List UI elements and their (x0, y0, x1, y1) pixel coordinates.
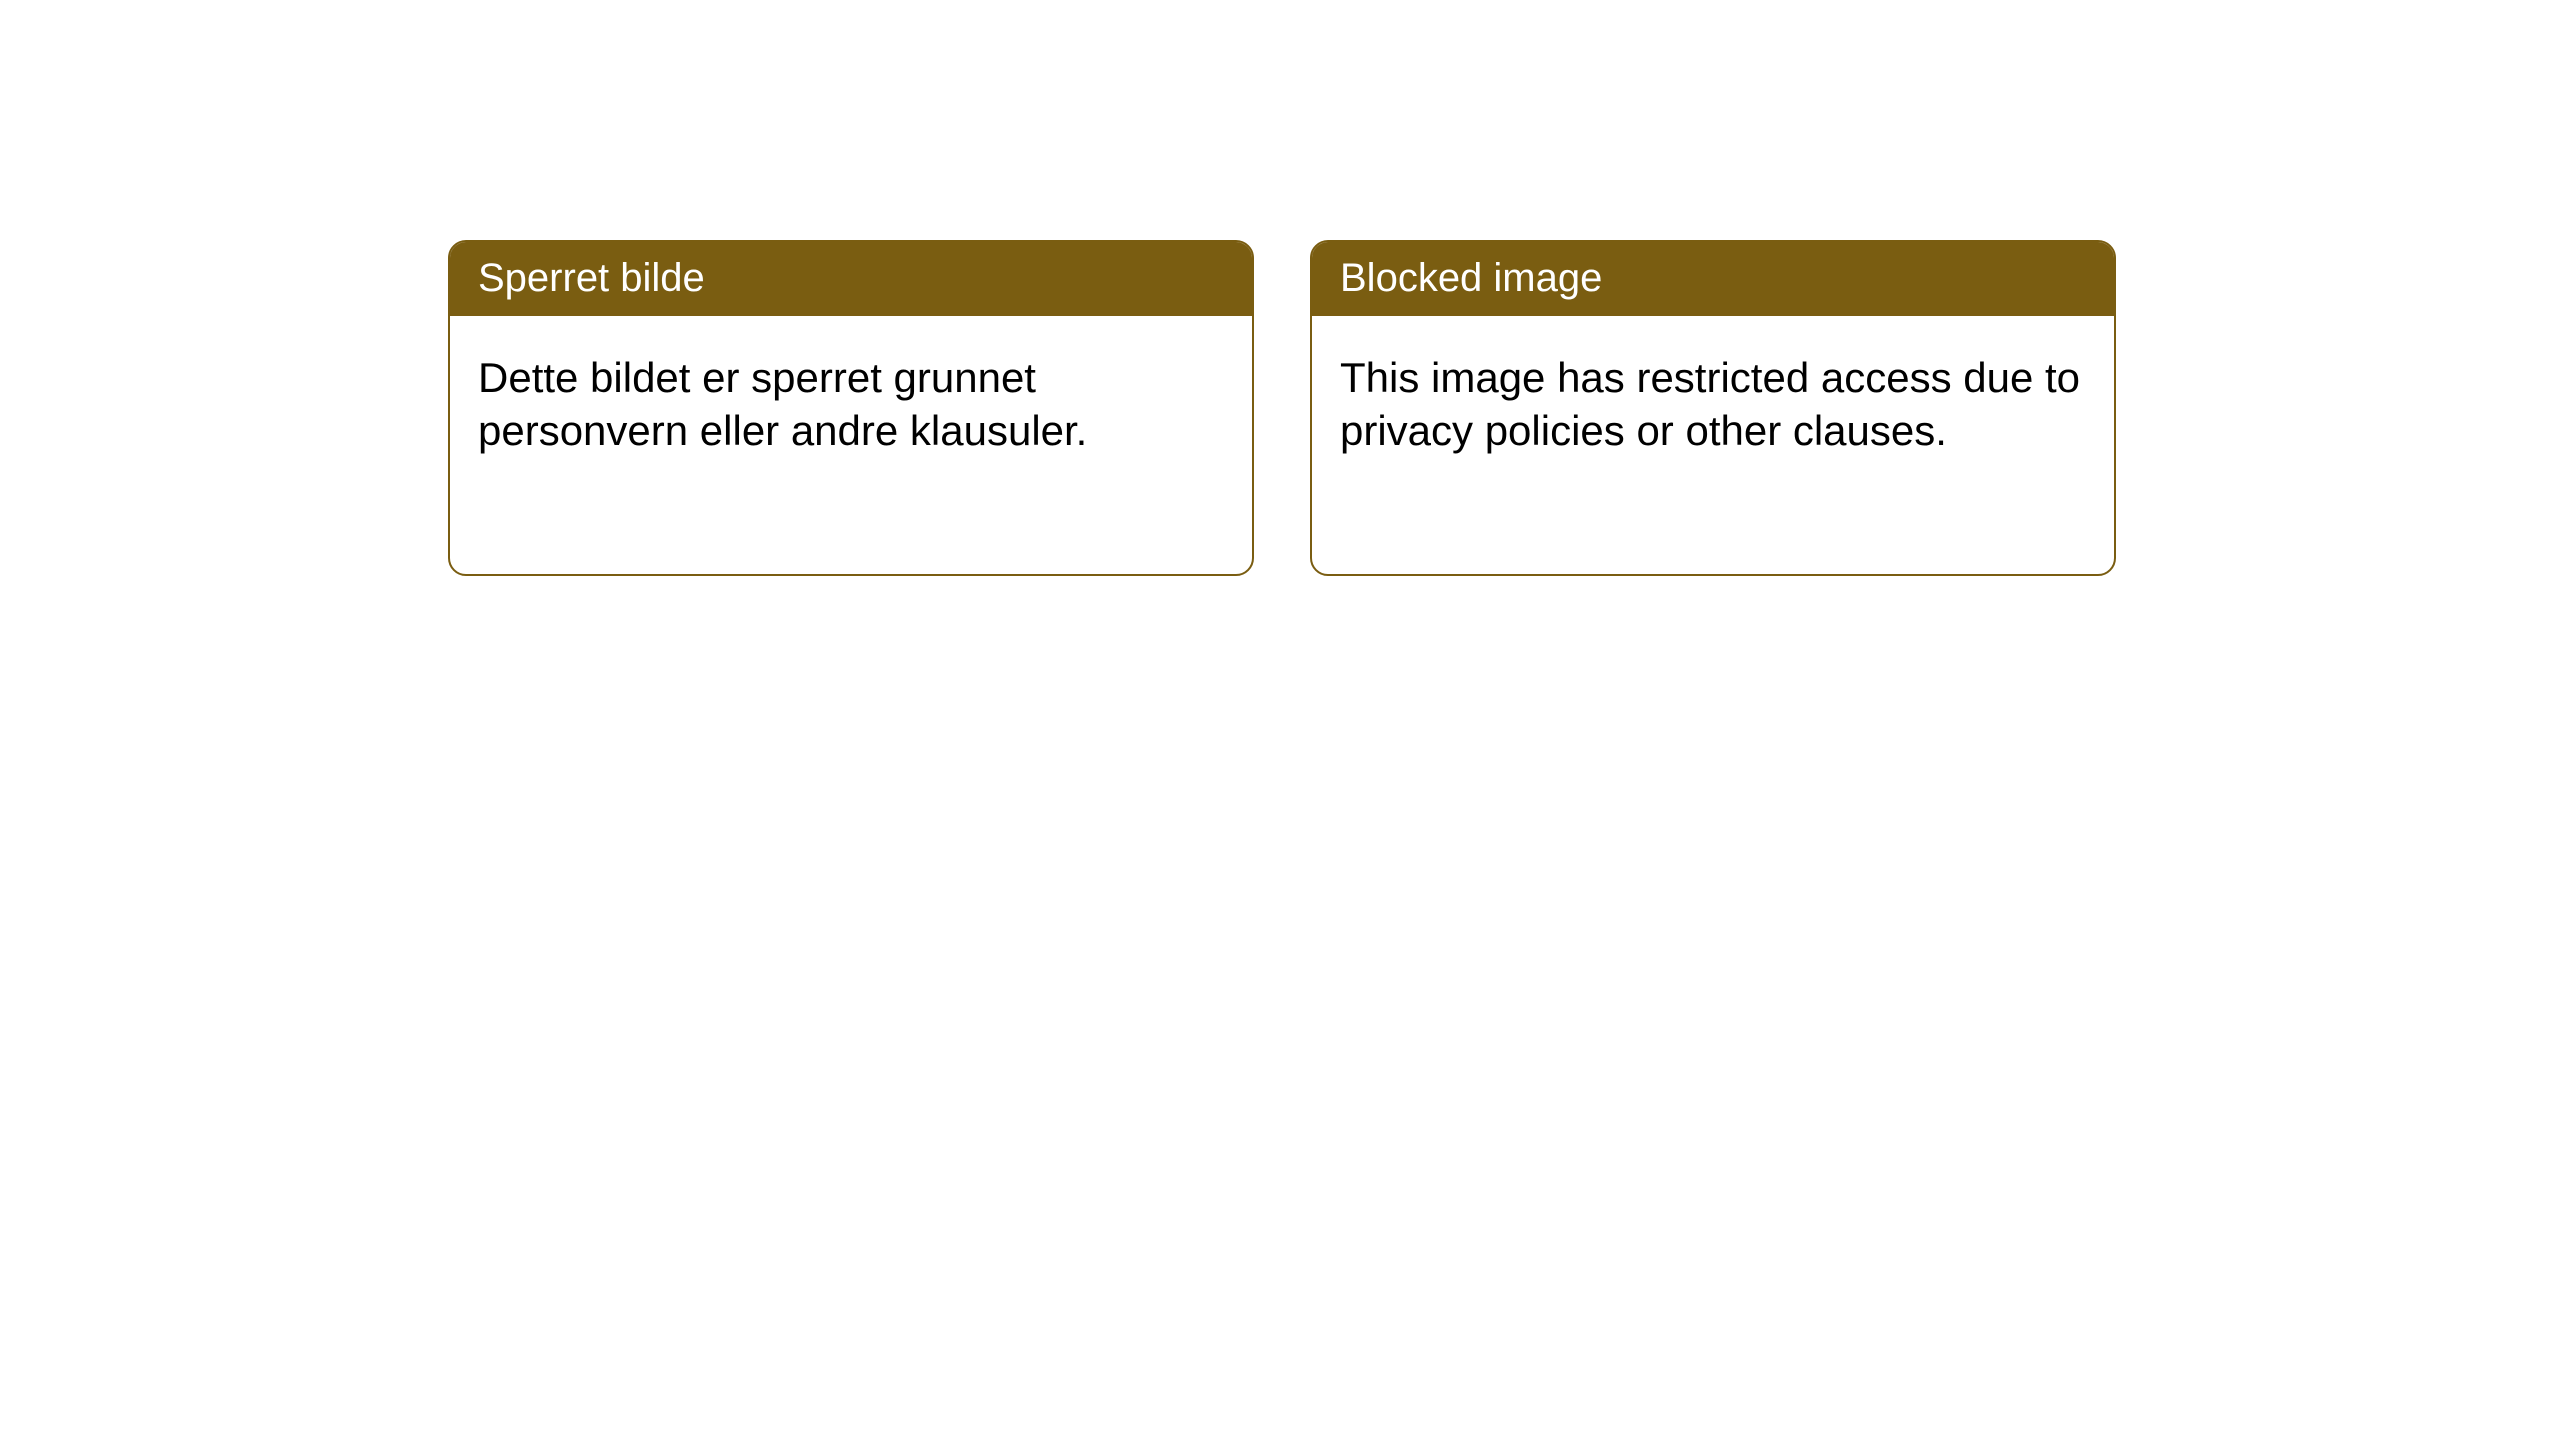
notice-body-norwegian: Dette bildet er sperret grunnet personve… (450, 316, 1252, 485)
notice-container: Sperret bilde Dette bildet er sperret gr… (0, 0, 2560, 576)
notice-body-english: This image has restricted access due to … (1312, 316, 2114, 485)
notice-title-norwegian: Sperret bilde (450, 242, 1252, 316)
notice-card-norwegian: Sperret bilde Dette bildet er sperret gr… (448, 240, 1254, 576)
notice-card-english: Blocked image This image has restricted … (1310, 240, 2116, 576)
notice-title-english: Blocked image (1312, 242, 2114, 316)
